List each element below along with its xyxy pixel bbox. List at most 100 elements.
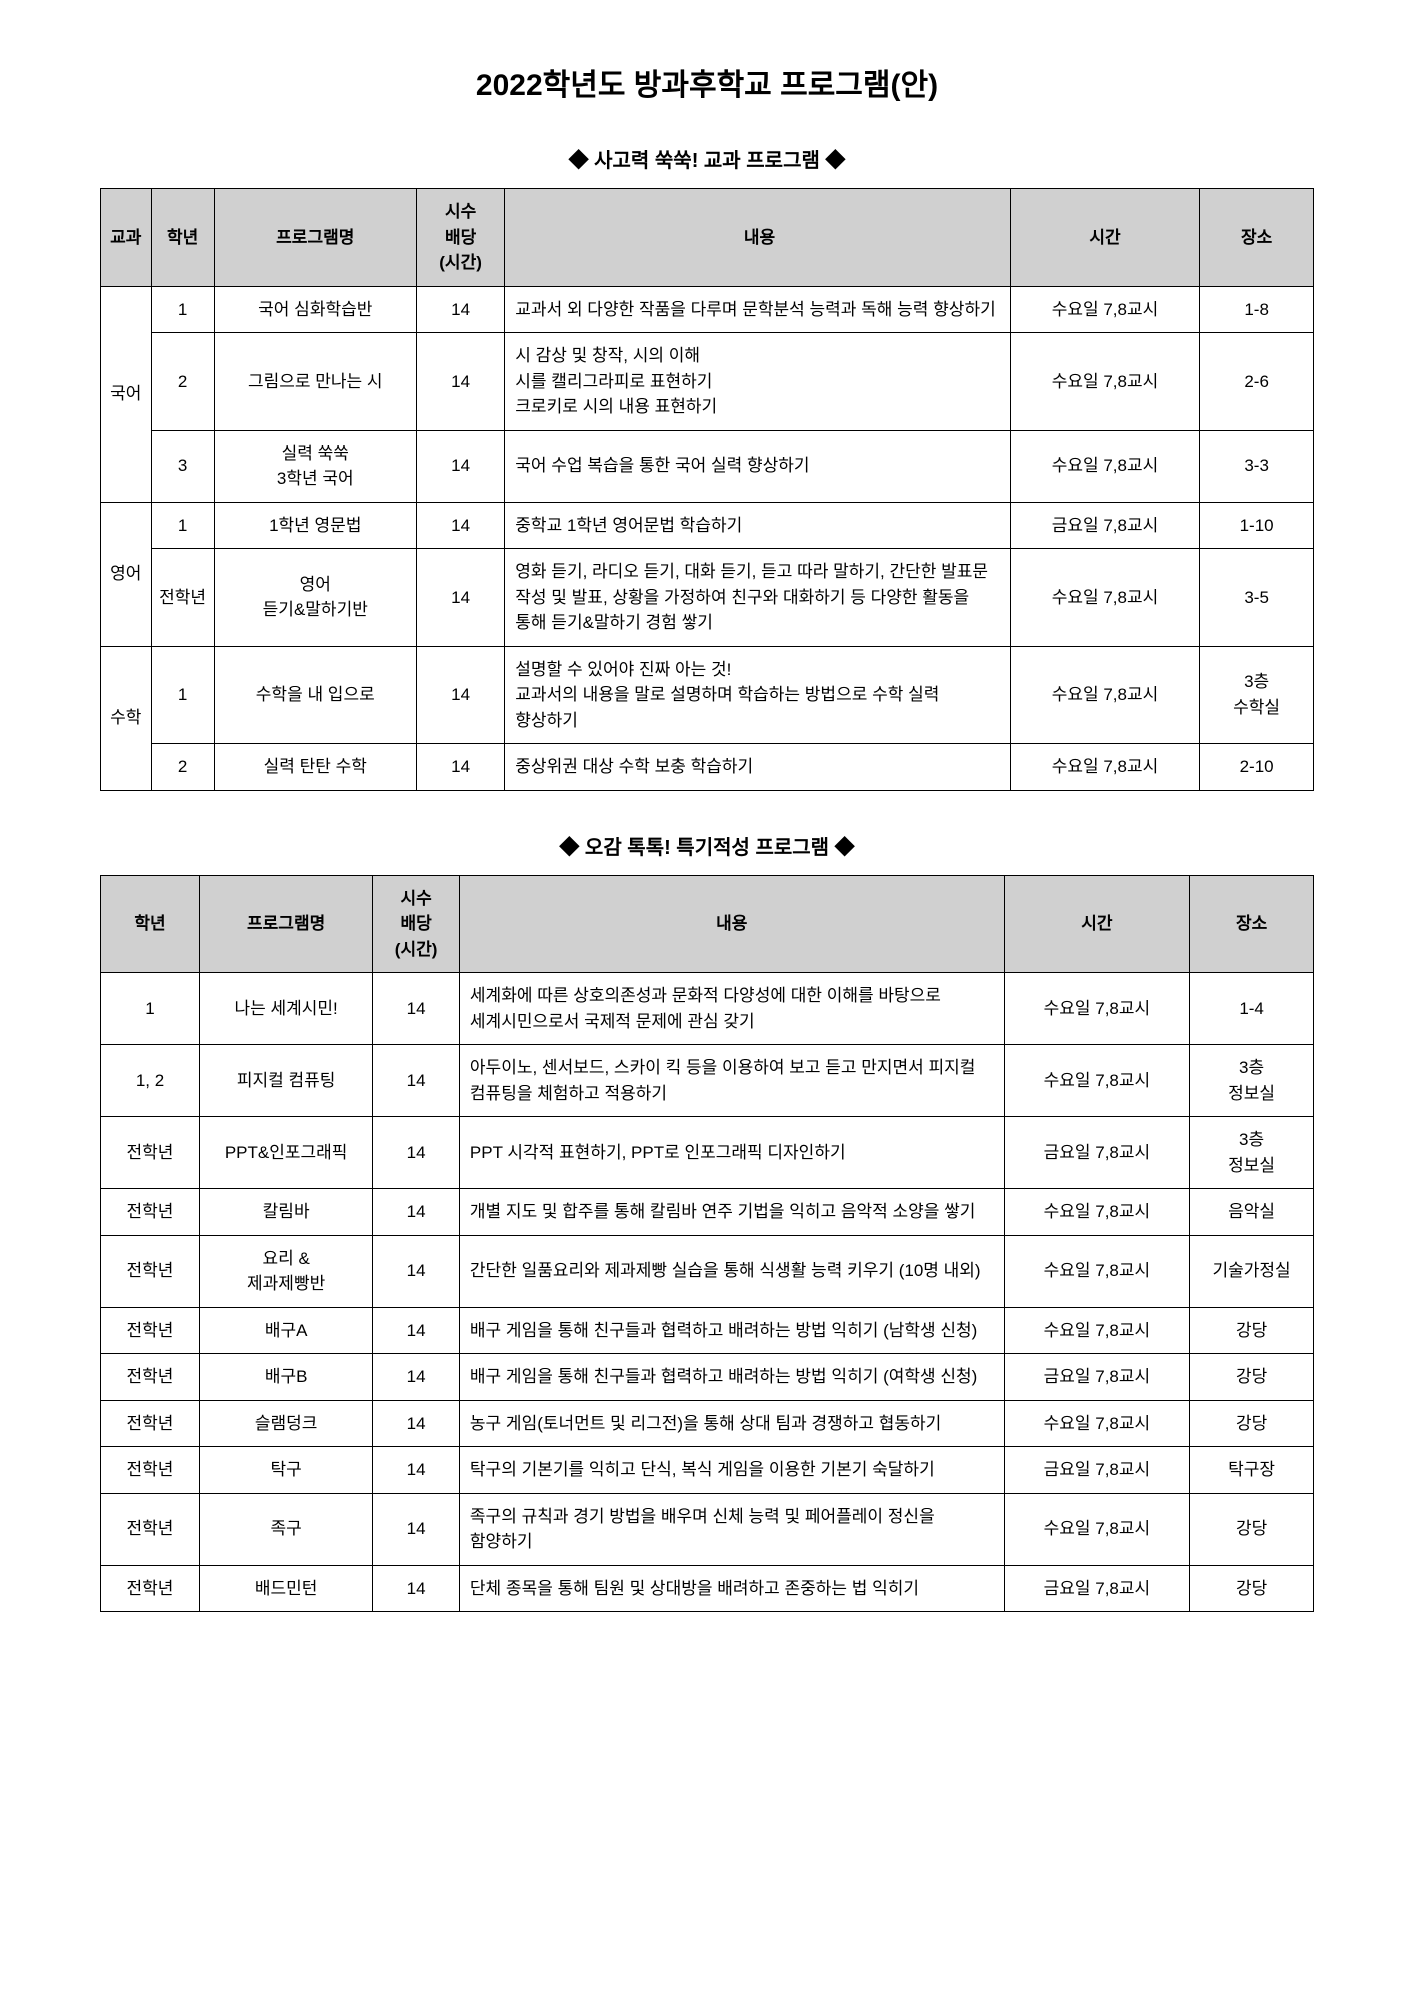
cell-program: 슬램덩크 — [200, 1400, 373, 1447]
cell-program: 실력 쑥쑥 3학년 국어 — [214, 430, 416, 502]
cell-place: 1-8 — [1200, 286, 1314, 333]
cell-hours: 14 — [416, 549, 504, 647]
academic-program-table: 교과 학년 프로그램명 시수 배당 (시간) 내용 시간 장소 국어 1 국어 … — [100, 188, 1314, 791]
cell-grade: 1, 2 — [101, 1045, 200, 1117]
header-grade: 학년 — [151, 189, 214, 287]
cell-place: 강당 — [1190, 1354, 1314, 1401]
cell-place: 3-3 — [1200, 430, 1314, 502]
cell-hours: 14 — [373, 1354, 460, 1401]
cell-place: 강당 — [1190, 1493, 1314, 1565]
cell-grade: 3 — [151, 430, 214, 502]
table-row: 전학년배구A14배구 게임을 통해 친구들과 협력하고 배려하는 방법 익히기 … — [101, 1307, 1314, 1354]
cell-place: 1-10 — [1200, 502, 1314, 549]
cell-content: 간단한 일품요리와 제과제빵 실습을 통해 식생활 능력 키우기 (10명 내외… — [459, 1235, 1004, 1307]
cell-time: 수요일 7,8교시 — [1004, 1493, 1190, 1565]
cell-program: PPT&인포그래픽 — [200, 1117, 373, 1189]
cell-place: 기술가정실 — [1190, 1235, 1314, 1307]
cell-program: 피지컬 컴퓨팅 — [200, 1045, 373, 1117]
cell-time: 수요일 7,8교시 — [1010, 430, 1200, 502]
cell-hours: 14 — [416, 502, 504, 549]
cell-hours: 14 — [416, 430, 504, 502]
cell-program: 배구A — [200, 1307, 373, 1354]
header-subject: 교과 — [101, 189, 152, 287]
section2-title: ◆ 오감 톡톡! 특기적성 프로그램 ◆ — [100, 831, 1314, 860]
page-title: 2022학년도 방과후학교 프로그램(안) — [100, 60, 1314, 104]
cell-place: 강당 — [1190, 1400, 1314, 1447]
table-row: 전학년칼림바14개별 지도 및 합주를 통해 칼림바 연주 기법을 익히고 음악… — [101, 1189, 1314, 1236]
cell-grade: 2 — [151, 744, 214, 791]
cell-time: 수요일 7,8교시 — [1010, 549, 1200, 647]
cell-content: 중상위권 대상 수학 보충 학습하기 — [505, 744, 1010, 791]
cell-place: 2-10 — [1200, 744, 1314, 791]
cell-hours: 14 — [373, 1447, 460, 1494]
cell-time: 수요일 7,8교시 — [1004, 1307, 1190, 1354]
cell-time: 금요일 7,8교시 — [1004, 1117, 1190, 1189]
cell-time: 수요일 7,8교시 — [1004, 1045, 1190, 1117]
cell-hours: 14 — [373, 1045, 460, 1117]
cell-hours: 14 — [373, 1400, 460, 1447]
header-time: 시간 — [1010, 189, 1200, 287]
cell-program: 국어 심화학습반 — [214, 286, 416, 333]
cell-content: 국어 수업 복습을 통한 국어 실력 향상하기 — [505, 430, 1010, 502]
table-header-row: 학년 프로그램명 시수 배당 (시간) 내용 시간 장소 — [101, 875, 1314, 973]
subject-korean: 국어 — [101, 286, 152, 502]
cell-hours: 14 — [416, 333, 504, 431]
header-hours: 시수 배당 (시간) — [373, 875, 460, 973]
cell-hours: 14 — [416, 646, 504, 744]
cell-grade: 전학년 — [101, 1235, 200, 1307]
cell-content: 중학교 1학년 영어문법 학습하기 — [505, 502, 1010, 549]
table-row: 전학년배구B14배구 게임을 통해 친구들과 협력하고 배려하는 방법 익히기 … — [101, 1354, 1314, 1401]
table-row: 전학년PPT&인포그래픽14PPT 시각적 표현하기, PPT로 인포그래픽 디… — [101, 1117, 1314, 1189]
cell-time: 수요일 7,8교시 — [1010, 286, 1200, 333]
cell-time: 수요일 7,8교시 — [1004, 1400, 1190, 1447]
cell-hours: 14 — [416, 286, 504, 333]
cell-content: 시 감상 및 창작, 시의 이해 시를 캘리그라피로 표현하기 크로키로 시의 … — [505, 333, 1010, 431]
cell-program: 영어 듣기&말하기반 — [214, 549, 416, 647]
cell-place: 탁구장 — [1190, 1447, 1314, 1494]
cell-place: 3층 정보실 — [1190, 1117, 1314, 1189]
cell-content: 배구 게임을 통해 친구들과 협력하고 배려하는 방법 익히기 (여학생 신청) — [459, 1354, 1004, 1401]
cell-grade: 전학년 — [101, 1307, 200, 1354]
cell-place: 음악실 — [1190, 1189, 1314, 1236]
cell-place: 2-6 — [1200, 333, 1314, 431]
cell-program: 요리 & 제과제빵반 — [200, 1235, 373, 1307]
talent-program-table: 학년 프로그램명 시수 배당 (시간) 내용 시간 장소 1나는 세계시민!14… — [100, 875, 1314, 1613]
cell-grade: 1 — [151, 646, 214, 744]
cell-program: 수학을 내 입으로 — [214, 646, 416, 744]
header-hours: 시수 배당 (시간) — [416, 189, 504, 287]
cell-hours: 14 — [373, 973, 460, 1045]
cell-content: 영화 듣기, 라디오 듣기, 대화 듣기, 듣고 따라 말하기, 간단한 발표문… — [505, 549, 1010, 647]
cell-time: 수요일 7,8교시 — [1010, 333, 1200, 431]
cell-program: 탁구 — [200, 1447, 373, 1494]
cell-time: 수요일 7,8교시 — [1004, 1189, 1190, 1236]
table-row: 3 실력 쑥쑥 3학년 국어 14 국어 수업 복습을 통한 국어 실력 향상하… — [101, 430, 1314, 502]
cell-hours: 14 — [373, 1307, 460, 1354]
table-row: 전학년 영어 듣기&말하기반 14 영화 듣기, 라디오 듣기, 대화 듣기, … — [101, 549, 1314, 647]
header-time: 시간 — [1004, 875, 1190, 973]
cell-time: 금요일 7,8교시 — [1004, 1565, 1190, 1612]
table-row: 전학년탁구14탁구의 기본기를 익히고 단식, 복식 게임을 이용한 기본기 숙… — [101, 1447, 1314, 1494]
cell-content: 설명할 수 있어야 진짜 아는 것! 교과서의 내용을 말로 설명하며 학습하는… — [505, 646, 1010, 744]
cell-program: 1학년 영문법 — [214, 502, 416, 549]
cell-grade: 1 — [101, 973, 200, 1045]
cell-program: 배구B — [200, 1354, 373, 1401]
cell-grade: 전학년 — [101, 1565, 200, 1612]
table-row: 1나는 세계시민!14세계화에 따른 상호의존성과 문화적 다양성에 대한 이해… — [101, 973, 1314, 1045]
cell-content: 개별 지도 및 합주를 통해 칼림바 연주 기법을 익히고 음악적 소양을 쌓기 — [459, 1189, 1004, 1236]
cell-time: 수요일 7,8교시 — [1004, 1235, 1190, 1307]
header-place: 장소 — [1200, 189, 1314, 287]
cell-content: 아두이노, 센서보드, 스카이 킥 등을 이용하여 보고 듣고 만지면서 피지컬… — [459, 1045, 1004, 1117]
table-row: 전학년배드민턴14단체 종목을 통해 팀원 및 상대방을 배려하고 존중하는 법… — [101, 1565, 1314, 1612]
cell-program: 그림으로 만나는 시 — [214, 333, 416, 431]
header-program: 프로그램명 — [214, 189, 416, 287]
cell-content: 족구의 규칙과 경기 방법을 배우며 신체 능력 및 페어플레이 정신을 함양하… — [459, 1493, 1004, 1565]
cell-time: 금요일 7,8교시 — [1004, 1447, 1190, 1494]
table-row: 전학년요리 & 제과제빵반14간단한 일품요리와 제과제빵 실습을 통해 식생활… — [101, 1235, 1314, 1307]
cell-place: 3-5 — [1200, 549, 1314, 647]
cell-content: PPT 시각적 표현하기, PPT로 인포그래픽 디자인하기 — [459, 1117, 1004, 1189]
cell-grade: 1 — [151, 502, 214, 549]
cell-hours: 14 — [373, 1565, 460, 1612]
cell-grade: 전학년 — [151, 549, 214, 647]
cell-time: 수요일 7,8교시 — [1004, 973, 1190, 1045]
cell-grade: 전학년 — [101, 1447, 200, 1494]
